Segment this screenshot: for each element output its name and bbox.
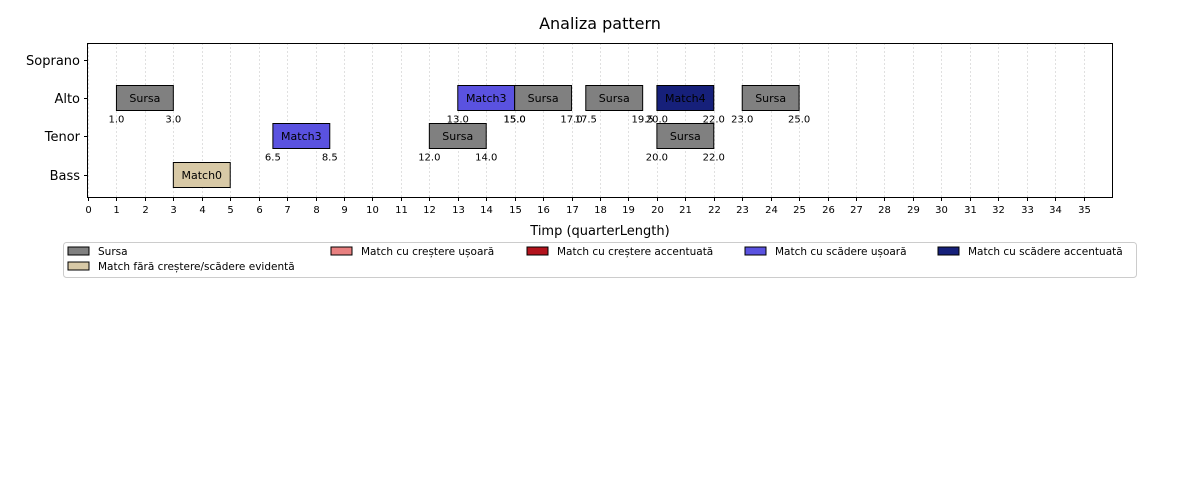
segment-start-label: 6.5 bbox=[265, 153, 281, 164]
segment-end-label: 19.5 bbox=[632, 115, 654, 126]
x-tick-label: 9 bbox=[341, 205, 347, 216]
x-tick-label: 25 bbox=[793, 205, 806, 216]
segment-label: Match4 bbox=[665, 92, 706, 105]
y-tick-label: Soprano bbox=[26, 54, 80, 69]
segment-label: Match0 bbox=[181, 169, 222, 182]
segment-label: Sursa bbox=[129, 92, 160, 105]
x-tick-label: 12 bbox=[423, 205, 436, 216]
x-tick-label: 31 bbox=[964, 205, 977, 216]
legend: Sursa Match fără creștere/scădere evident… bbox=[63, 242, 1137, 278]
segment-label: Sursa bbox=[755, 92, 786, 105]
legend-swatch bbox=[67, 246, 90, 256]
x-tick-label: 13 bbox=[452, 205, 465, 216]
segment-end-label: 17.0 bbox=[560, 115, 582, 126]
x-tick-label: 19 bbox=[622, 205, 635, 216]
x-tick-label: 5 bbox=[227, 205, 233, 216]
plot-frame bbox=[87, 43, 1113, 198]
legend-swatch bbox=[744, 246, 767, 256]
x-tick-label: 28 bbox=[878, 205, 891, 216]
segment-end-label: 15.0 bbox=[504, 115, 526, 126]
x-tick-label: 1 bbox=[113, 205, 119, 216]
segment-end-label: 22.0 bbox=[703, 153, 725, 164]
x-tick-label: 15 bbox=[509, 205, 522, 216]
segment-start-label: 1.0 bbox=[108, 115, 124, 126]
x-tick-label: 29 bbox=[907, 205, 920, 216]
x-tick-label: 32 bbox=[992, 205, 1005, 216]
legend-label: Match fără creștere/scădere evidentă bbox=[98, 261, 295, 273]
segment-start-label: 20.0 bbox=[646, 115, 668, 126]
segment-start-label: 20.0 bbox=[646, 153, 668, 164]
segment-bar bbox=[457, 85, 516, 111]
x-tick-label: 2 bbox=[142, 205, 148, 216]
x-tick-label: 30 bbox=[935, 205, 948, 216]
segment-label: Sursa bbox=[670, 130, 701, 143]
x-tick-label: 3 bbox=[170, 205, 176, 216]
segment-start-label: 15.0 bbox=[504, 115, 526, 126]
x-tick-label: 11 bbox=[395, 205, 408, 216]
y-tick-label: Tenor bbox=[44, 130, 81, 145]
segment-bar bbox=[172, 162, 231, 188]
legend-swatch bbox=[330, 246, 353, 256]
legend-label: Match cu creștere ușoară bbox=[361, 246, 494, 258]
segment-bar bbox=[585, 85, 644, 111]
x-axis-label: Timp (quarterLength) bbox=[529, 224, 669, 239]
legend-label: Match cu creștere accentuată bbox=[557, 246, 713, 258]
legend-swatch bbox=[526, 246, 549, 256]
x-tick-label: 10 bbox=[366, 205, 379, 216]
legend-label: Match cu scădere ușoară bbox=[775, 246, 907, 258]
legend-swatch bbox=[67, 261, 90, 271]
segment-start-label: 17.5 bbox=[575, 115, 597, 126]
x-tick-label: 24 bbox=[765, 205, 778, 216]
segment-bar bbox=[741, 85, 800, 111]
x-tick-label: 21 bbox=[679, 205, 692, 216]
x-tick-label: 35 bbox=[1078, 205, 1091, 216]
segment-start-label: 13.0 bbox=[447, 115, 469, 126]
x-tick-label: 0 bbox=[85, 205, 91, 216]
x-tick-label: 6 bbox=[256, 205, 262, 216]
segment-end-label: 8.5 bbox=[322, 153, 338, 164]
grid-lines bbox=[88, 43, 1085, 197]
legend-label: Sursa bbox=[98, 246, 128, 258]
segment-end-label: 3.0 bbox=[165, 115, 181, 126]
legend-label: Match cu scădere accentuată bbox=[968, 246, 1123, 258]
x-tick-label: 27 bbox=[850, 205, 863, 216]
segment-label: Sursa bbox=[442, 130, 473, 143]
segment-start-label: 12.0 bbox=[418, 153, 440, 164]
segment-end-label: 22.0 bbox=[703, 115, 725, 126]
x-tick-label: 22 bbox=[708, 205, 721, 216]
x-tick-label: 26 bbox=[822, 205, 835, 216]
y-tick-label: Bass bbox=[50, 169, 81, 184]
x-tick-label: 14 bbox=[480, 205, 493, 216]
y-tick-label: Alto bbox=[54, 92, 80, 107]
segment-bar bbox=[514, 85, 573, 111]
segment-bar bbox=[115, 85, 174, 111]
x-tick-label: 16 bbox=[537, 205, 550, 216]
axes: 0 1 2 3 4 5 6 7 8 9 10 11 12 13 14 15 16 17 18 19 20 21 22 23 24… bbox=[26, 54, 1091, 216]
chart-title: Analiza pattern bbox=[539, 14, 661, 33]
segment-label: Sursa bbox=[599, 92, 630, 105]
segment-label: Sursa bbox=[528, 92, 559, 105]
segment-bar bbox=[656, 85, 715, 111]
x-tick-label: 4 bbox=[199, 205, 205, 216]
x-tick-label: 33 bbox=[1021, 205, 1034, 216]
x-tick-label: 7 bbox=[284, 205, 290, 216]
x-tick-label: 17 bbox=[566, 205, 579, 216]
segment-label: Match3 bbox=[281, 130, 322, 143]
segment-bar bbox=[272, 123, 331, 149]
segment-end-label: 14.0 bbox=[475, 153, 497, 164]
x-tick-label: 34 bbox=[1049, 205, 1062, 216]
segment-bar bbox=[656, 123, 715, 149]
legend-swatch bbox=[937, 246, 960, 256]
segment-end-label: 25.0 bbox=[788, 115, 810, 126]
segment-start-label: 23.0 bbox=[731, 115, 753, 126]
x-tick-label: 20 bbox=[651, 205, 664, 216]
x-tick-label: 23 bbox=[736, 205, 749, 216]
segment-bar bbox=[428, 123, 487, 149]
segment-label: Match3 bbox=[466, 92, 507, 105]
x-tick-label: 8 bbox=[313, 205, 319, 216]
x-tick-label: 18 bbox=[594, 205, 607, 216]
